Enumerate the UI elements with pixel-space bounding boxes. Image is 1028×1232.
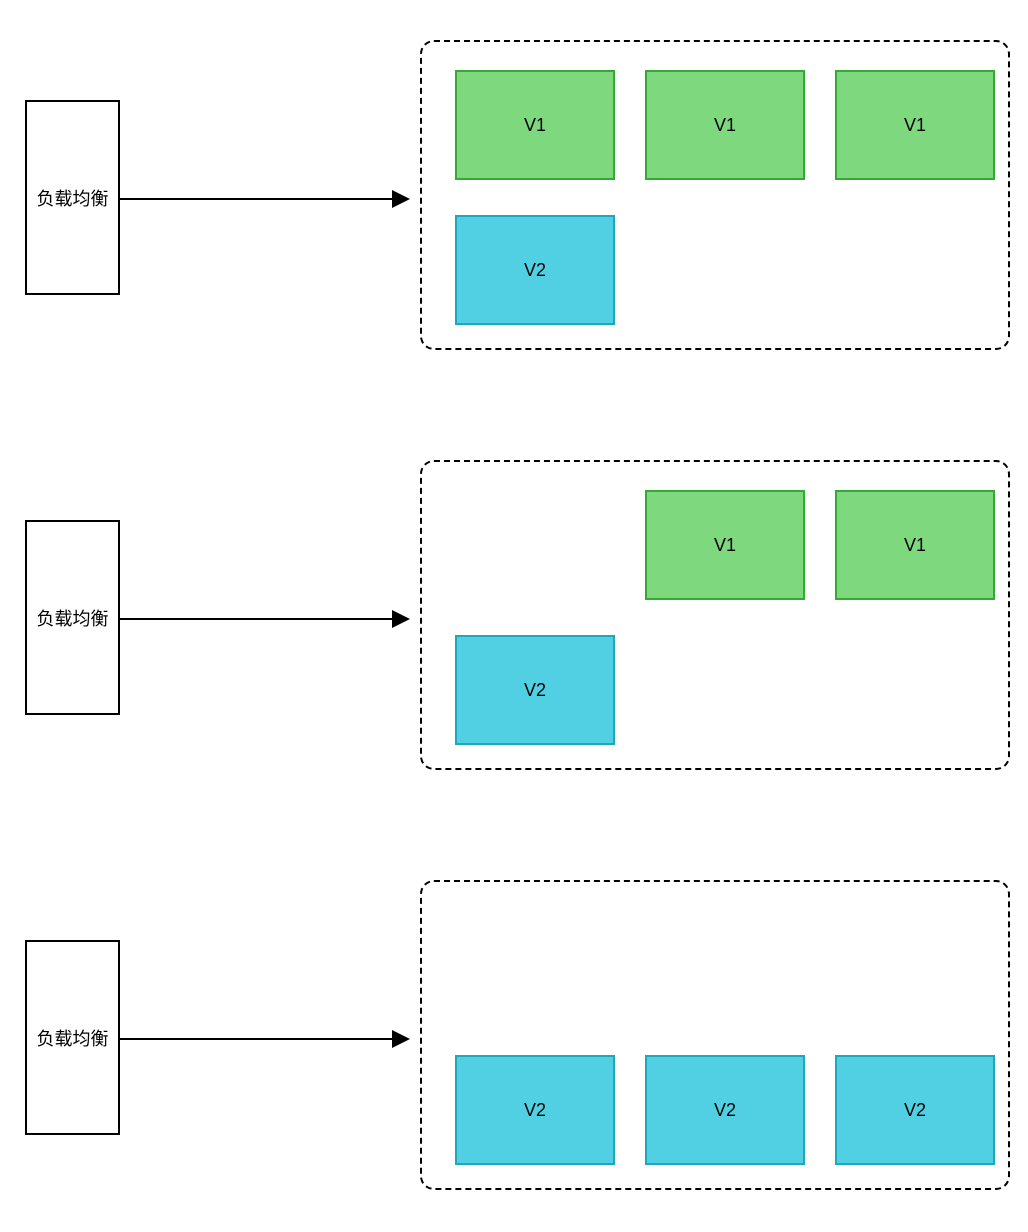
node-label: V2: [524, 260, 546, 281]
v1-node: V1: [835, 70, 995, 180]
v2-node: V2: [455, 635, 615, 745]
arrow-line: [120, 198, 394, 200]
load-balancer-box: 负载均衡: [25, 940, 120, 1135]
node-label: V2: [524, 680, 546, 701]
v2-node: V2: [645, 1055, 805, 1165]
load-balancer-box: 负载均衡: [25, 520, 120, 715]
v2-node: V2: [455, 215, 615, 325]
node-label: V2: [904, 1100, 926, 1121]
arrow-line: [120, 1038, 394, 1040]
v1-node: V1: [645, 70, 805, 180]
arrow-head-icon: [392, 190, 410, 208]
v1-node: V1: [835, 490, 995, 600]
load-balancer-label: 负载均衡: [37, 1025, 109, 1051]
load-balancer-box: 负载均衡: [25, 100, 120, 295]
diagram-canvas: 负载均衡 V1 V1 V1 V2 负载均衡 V1 V1 V2 负载均衡 V2 V2 V2: [0, 0, 1028, 1232]
load-balancer-label: 负载均衡: [37, 185, 109, 211]
arrow-line: [120, 618, 394, 620]
node-label: V1: [524, 115, 546, 136]
arrow-head-icon: [392, 1030, 410, 1048]
node-label: V2: [524, 1100, 546, 1121]
v1-node: V1: [455, 70, 615, 180]
arrow-head-icon: [392, 610, 410, 628]
load-balancer-label: 负载均衡: [37, 605, 109, 631]
v1-node: V1: [645, 490, 805, 600]
node-label: V1: [904, 115, 926, 136]
v2-node: V2: [455, 1055, 615, 1165]
node-label: V1: [714, 535, 736, 556]
node-label: V1: [714, 115, 736, 136]
node-label: V2: [714, 1100, 736, 1121]
v2-node: V2: [835, 1055, 995, 1165]
node-label: V1: [904, 535, 926, 556]
